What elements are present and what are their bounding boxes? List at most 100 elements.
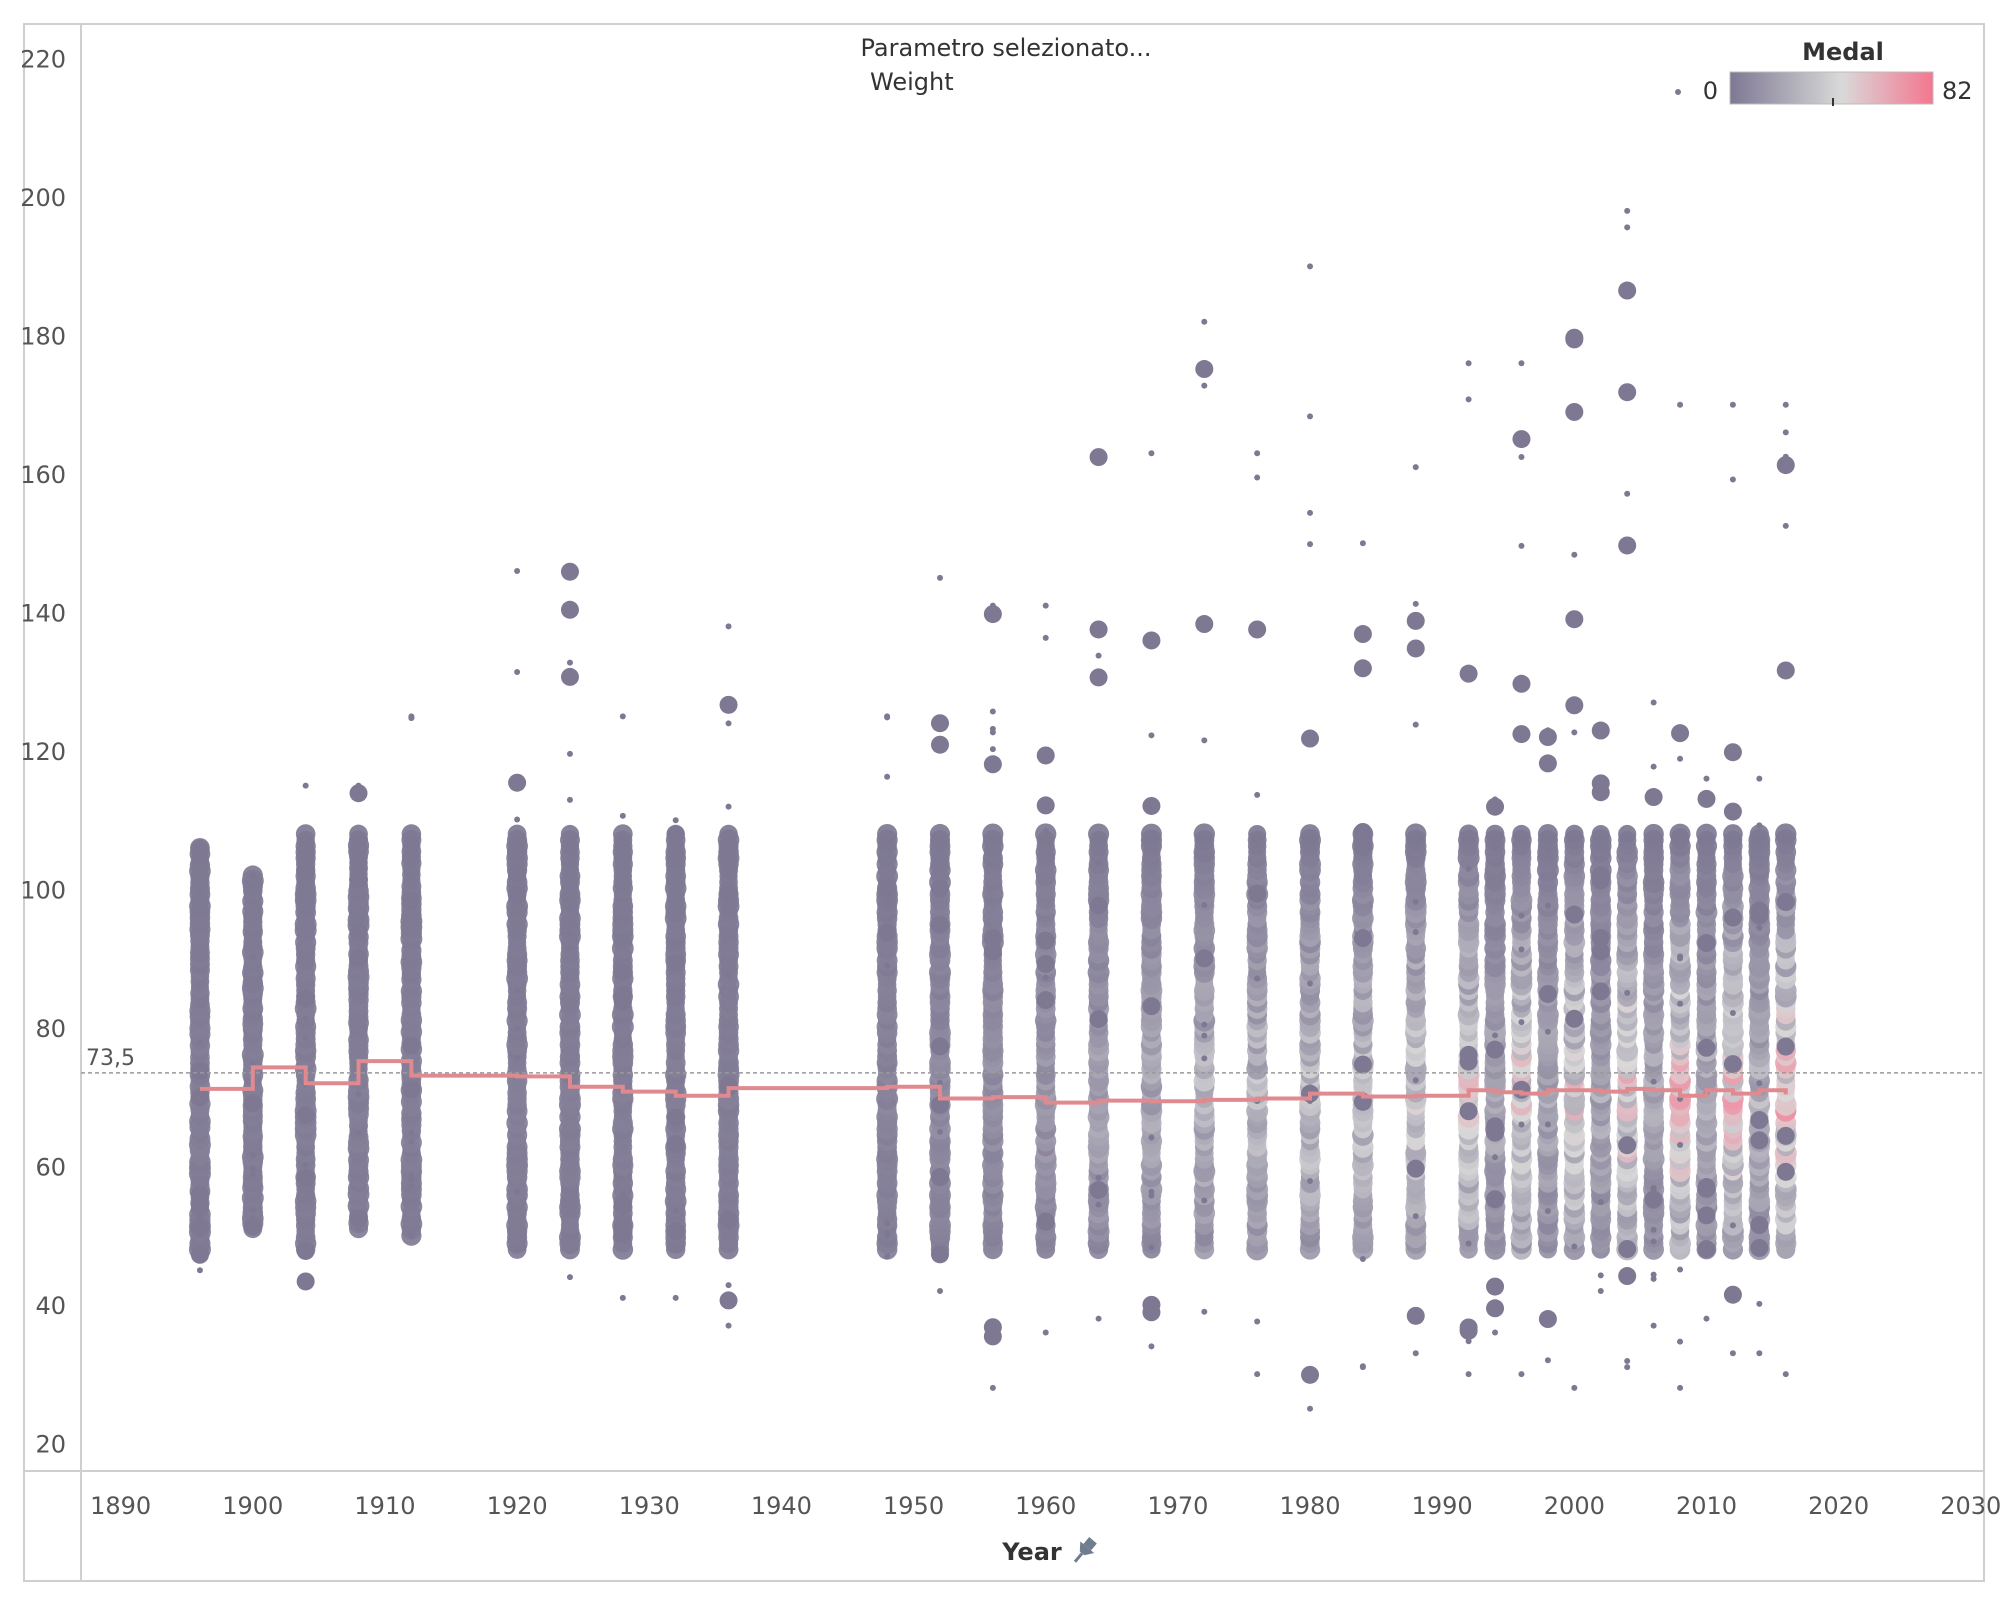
- data-point[interactable]: [1677, 955, 1684, 962]
- data-point[interactable]: [402, 1080, 421, 1099]
- data-point[interactable]: [983, 928, 1002, 947]
- data-point[interactable]: [1591, 928, 1610, 947]
- data-point[interactable]: [1088, 823, 1110, 845]
- data-point[interactable]: [1776, 1162, 1795, 1181]
- data-point[interactable]: [1723, 802, 1742, 821]
- data-point[interactable]: [296, 1168, 315, 1187]
- data-point[interactable]: [1571, 1243, 1578, 1250]
- data-point[interactable]: [884, 962, 891, 969]
- data-point[interactable]: [1644, 788, 1663, 807]
- data-point[interactable]: [1201, 1055, 1208, 1062]
- data-point[interactable]: [719, 884, 738, 903]
- data-point[interactable]: [1095, 450, 1102, 457]
- data-point[interactable]: [1775, 823, 1797, 845]
- data-point[interactable]: [401, 824, 422, 844]
- data-point[interactable]: [666, 1135, 685, 1154]
- data-point[interactable]: [249, 883, 256, 890]
- data-point[interactable]: [878, 879, 897, 898]
- data-point[interactable]: [1776, 1126, 1795, 1145]
- data-point[interactable]: [1042, 602, 1049, 609]
- data-point[interactable]: [1776, 892, 1795, 911]
- data-point[interactable]: [1512, 674, 1531, 693]
- data-point[interactable]: [514, 816, 521, 823]
- data-point[interactable]: [302, 1281, 309, 1288]
- data-point[interactable]: [725, 1282, 732, 1289]
- data-point[interactable]: [613, 1217, 632, 1236]
- data-point[interactable]: [1465, 396, 1472, 403]
- pin-icon[interactable]: [1068, 1534, 1100, 1567]
- data-point[interactable]: [1677, 1141, 1684, 1148]
- data-point[interactable]: [983, 942, 1002, 961]
- data-point[interactable]: [190, 1061, 209, 1080]
- data-point[interactable]: [1406, 1159, 1425, 1178]
- data-point[interactable]: [1148, 1134, 1155, 1141]
- data-point[interactable]: [1036, 796, 1055, 815]
- data-point[interactable]: [1624, 490, 1631, 497]
- data-point[interactable]: [566, 796, 573, 803]
- data-point[interactable]: [349, 784, 368, 803]
- data-point[interactable]: [1201, 1032, 1208, 1039]
- data-point[interactable]: [560, 667, 579, 686]
- data-point[interactable]: [983, 1318, 1002, 1337]
- data-point[interactable]: [1565, 824, 1584, 844]
- data-point[interactable]: [1036, 991, 1055, 1010]
- data-point[interactable]: [1254, 450, 1261, 457]
- data-point[interactable]: [1538, 1310, 1557, 1329]
- data-point[interactable]: [408, 1171, 415, 1178]
- data-point[interactable]: [249, 1165, 256, 1172]
- data-point[interactable]: [884, 773, 891, 780]
- data-point[interactable]: [1193, 823, 1215, 845]
- data-point[interactable]: [725, 973, 732, 980]
- data-point[interactable]: [1485, 824, 1505, 844]
- data-point[interactable]: [878, 923, 897, 942]
- data-point[interactable]: [1042, 1329, 1049, 1336]
- data-point[interactable]: [1142, 796, 1161, 815]
- data-point[interactable]: [1459, 1318, 1478, 1337]
- data-point[interactable]: [1782, 401, 1789, 408]
- data-point[interactable]: [1776, 1037, 1795, 1056]
- data-point[interactable]: [1624, 224, 1631, 231]
- data-point[interactable]: [1359, 1364, 1366, 1371]
- data-point[interactable]: [1624, 207, 1631, 214]
- data-point[interactable]: [1729, 1010, 1736, 1017]
- data-point[interactable]: [1042, 828, 1049, 835]
- data-point[interactable]: [1677, 401, 1684, 408]
- data-point[interactable]: [1565, 610, 1584, 629]
- data-point[interactable]: [1307, 509, 1314, 516]
- data-point[interactable]: [1591, 982, 1610, 1001]
- data-point[interactable]: [930, 714, 949, 733]
- data-point[interactable]: [249, 953, 256, 960]
- data-point[interactable]: [514, 567, 521, 574]
- data-point[interactable]: [1650, 1078, 1657, 1085]
- data-point[interactable]: [566, 945, 573, 952]
- data-point[interactable]: [355, 1090, 362, 1097]
- data-point[interactable]: [1412, 898, 1419, 905]
- data-point[interactable]: [1492, 1032, 1499, 1039]
- data-point[interactable]: [302, 782, 309, 789]
- data-point[interactable]: [1254, 1318, 1261, 1325]
- data-point[interactable]: [1697, 934, 1716, 953]
- data-point[interactable]: [1729, 401, 1736, 408]
- data-point[interactable]: [1486, 1299, 1505, 1318]
- data-point[interactable]: [249, 1225, 256, 1232]
- data-point[interactable]: [1618, 1136, 1637, 1155]
- data-point[interactable]: [989, 729, 996, 736]
- data-point[interactable]: [514, 669, 521, 676]
- data-point[interactable]: [989, 602, 996, 609]
- data-point[interactable]: [1095, 859, 1102, 866]
- data-point[interactable]: [1301, 729, 1320, 748]
- data-point[interactable]: [1544, 1357, 1551, 1364]
- data-point[interactable]: [1148, 1343, 1155, 1350]
- data-point[interactable]: [1644, 1190, 1663, 1209]
- data-point[interactable]: [1677, 1266, 1684, 1273]
- data-point[interactable]: [402, 891, 421, 910]
- data-point[interactable]: [1036, 955, 1055, 974]
- data-point[interactable]: [190, 1218, 209, 1237]
- data-point[interactable]: [1492, 844, 1499, 851]
- data-point[interactable]: [508, 885, 527, 904]
- data-point[interactable]: [1412, 929, 1419, 936]
- data-point[interactable]: [566, 659, 573, 666]
- data-point[interactable]: [514, 884, 521, 891]
- data-point[interactable]: [936, 1287, 943, 1294]
- data-point[interactable]: [402, 1036, 421, 1055]
